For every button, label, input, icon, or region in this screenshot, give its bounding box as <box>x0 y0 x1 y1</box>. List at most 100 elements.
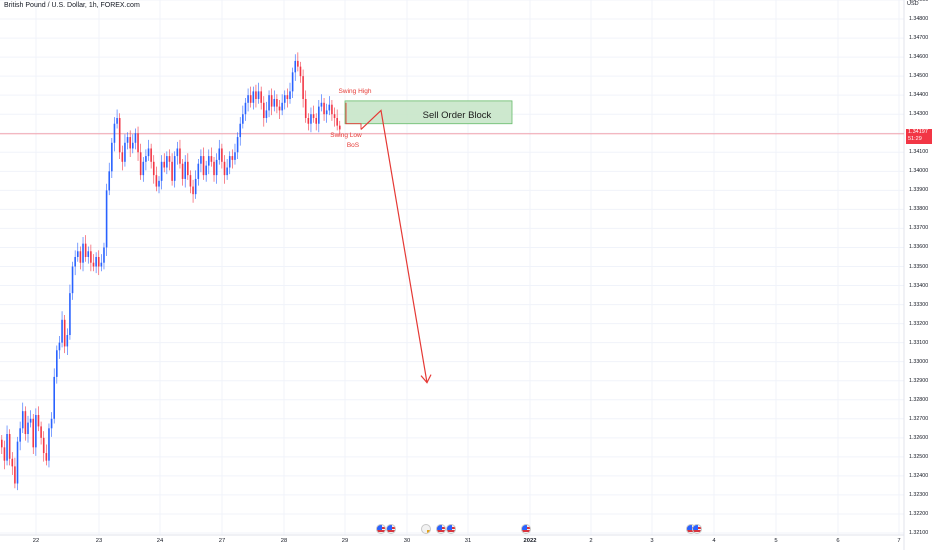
candle-body <box>297 60 299 67</box>
x-tick-label: 2 <box>589 538 593 544</box>
sell-order-block[interactable] <box>344 100 513 125</box>
candle-body <box>255 91 257 99</box>
y-tick-label: 1.34000 <box>909 168 929 175</box>
candle-body <box>239 123 242 138</box>
candle-body <box>249 95 252 103</box>
x-tick-label: 3 <box>650 538 654 544</box>
candle-body <box>215 159 218 176</box>
candle-body <box>289 91 291 99</box>
candle-body <box>325 110 328 115</box>
candle-body <box>14 466 16 484</box>
candle-body <box>184 161 186 179</box>
candle-body <box>82 243 84 263</box>
y-tick-label: 1.34300 <box>909 111 929 118</box>
candle-body <box>197 163 200 179</box>
candle-body <box>294 60 297 73</box>
candle-body <box>27 422 29 435</box>
candle-body <box>181 163 184 179</box>
projection-arrow-line[interactable] <box>360 109 428 383</box>
candle-body <box>247 95 249 103</box>
candle-body <box>139 152 142 176</box>
currency-label: USD <box>907 1 919 7</box>
candle-body <box>74 256 76 267</box>
order-block-label: Sell Order Block <box>422 109 492 121</box>
y-tick-label: 1.33700 <box>909 225 929 232</box>
candle-body <box>192 186 194 195</box>
candle-body <box>252 91 255 103</box>
projection-arrow-head <box>420 374 432 384</box>
y-tick-label: 1.34800 <box>909 16 929 23</box>
candle-body <box>187 161 189 176</box>
y-tick-label: 1.32800 <box>909 396 929 403</box>
candle-body <box>48 428 50 461</box>
candle-body <box>213 161 215 176</box>
economic-event-icon[interactable] <box>521 524 531 534</box>
candle-body <box>56 350 58 377</box>
candle-body <box>299 66 302 77</box>
x-tick-label: 27 <box>218 538 226 544</box>
candle-body <box>286 95 289 99</box>
candle-body <box>160 161 163 181</box>
candle-body <box>318 106 320 124</box>
candle-body <box>320 102 323 107</box>
candle-body <box>103 247 105 263</box>
candle-body <box>45 453 48 461</box>
candle-body <box>263 102 265 119</box>
candle-body <box>223 161 226 176</box>
x-tick-label: 29 <box>341 538 349 544</box>
economic-event-icon[interactable] <box>376 524 386 534</box>
x-tick-label: 4 <box>712 538 716 544</box>
current-price-badge: 1.34197 51:29 <box>906 129 932 144</box>
candle-body <box>61 319 63 343</box>
x-tick-label: 5 <box>774 538 778 544</box>
candle-body <box>268 95 270 111</box>
candle-body <box>273 98 276 107</box>
economic-event-icon[interactable] <box>386 524 396 534</box>
bar-countdown: 51:29 <box>908 136 922 142</box>
economic-event-icon[interactable] <box>421 524 431 534</box>
x-tick-label: 22 <box>32 538 40 544</box>
candle-body <box>179 148 181 164</box>
x-tick-label: 28 <box>280 538 288 544</box>
candle-body <box>331 104 333 115</box>
candle-body <box>21 411 24 429</box>
x-tick-label: 2022 <box>523 538 537 544</box>
bos-bracket <box>345 102 362 130</box>
symbol-title[interactable]: British Pound / U.S. Dollar, 1h, FOREX.c… <box>4 2 140 9</box>
y-tick-label: 1.32300 <box>909 491 929 498</box>
y-tick-label: 1.34700 <box>909 35 929 42</box>
y-tick-label: 1.33200 <box>909 320 929 327</box>
candle-body <box>315 118 317 124</box>
candle-body <box>173 156 176 181</box>
candle-body <box>42 437 45 454</box>
candle-body <box>145 156 147 162</box>
candle-body <box>244 102 247 115</box>
candle-body <box>58 342 61 351</box>
candle-body <box>37 414 40 427</box>
candle-body <box>333 114 336 119</box>
candle-body <box>171 161 173 181</box>
candle-body <box>283 95 286 103</box>
candle-body <box>291 72 294 92</box>
y-tick-label: 1.32900 <box>909 377 929 384</box>
economic-event-icon[interactable] <box>692 524 702 534</box>
bos-label: BoS <box>346 142 360 149</box>
candle-body <box>194 178 197 195</box>
candle-body <box>19 428 21 442</box>
candle-body <box>228 156 231 168</box>
candle-body <box>116 118 118 124</box>
candle-body <box>166 156 168 168</box>
candle-body <box>132 142 134 149</box>
candle-body <box>90 251 92 263</box>
candle-body <box>66 335 69 347</box>
economic-event-icon[interactable] <box>446 524 456 534</box>
x-tick-label: 30 <box>403 538 411 544</box>
candle-body <box>126 137 129 143</box>
economic-event-icon[interactable] <box>436 524 446 534</box>
candle-body <box>158 180 160 187</box>
candle-body <box>312 114 315 119</box>
candle-body <box>150 148 152 162</box>
y-tick-label: 1.32200 <box>909 510 929 517</box>
